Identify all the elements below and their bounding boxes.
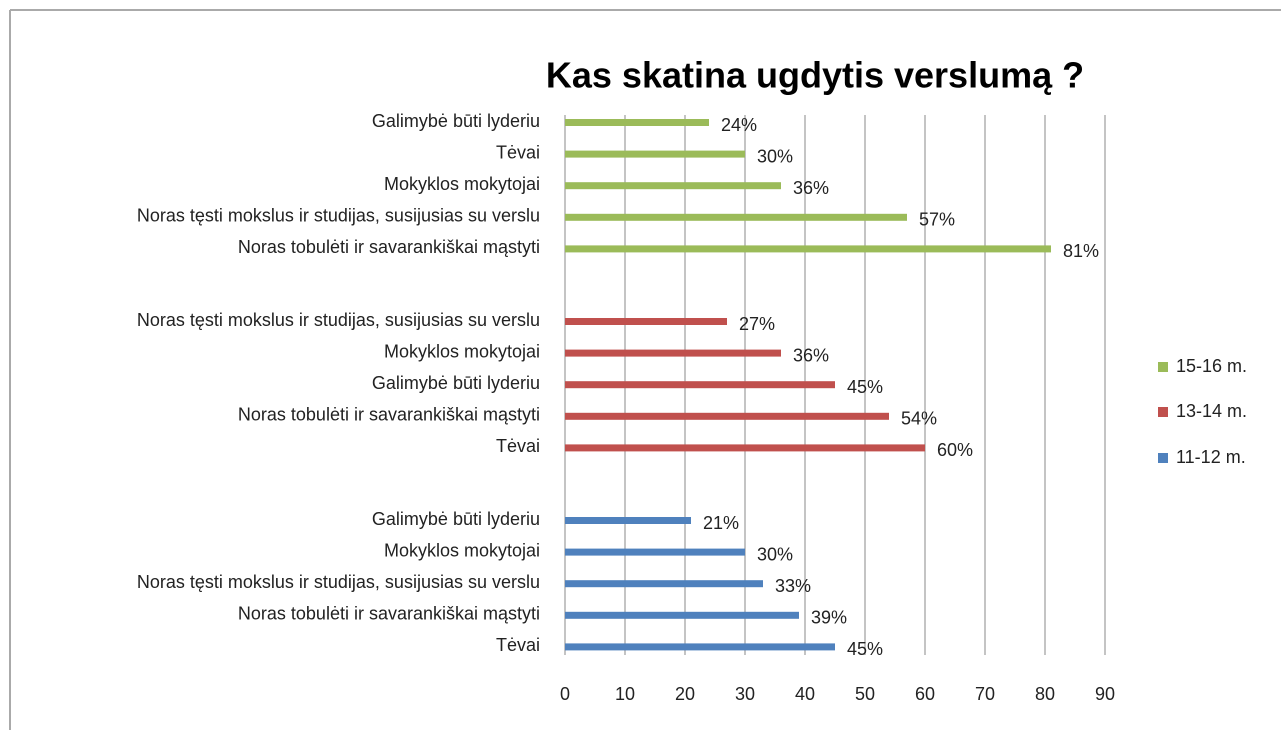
y-tick-label: Mokyklos mokytojai (384, 341, 540, 361)
data-label: 57% (919, 210, 955, 230)
data-label: 27% (739, 314, 775, 334)
data-label: 33% (775, 576, 811, 596)
data-label: 60% (937, 440, 973, 460)
data-label: 54% (901, 409, 937, 429)
x-tick-label: 10 (615, 684, 635, 704)
bar (565, 611, 799, 619)
legend-swatch (1158, 453, 1168, 463)
data-label: 30% (757, 544, 793, 564)
x-tick-label: 90 (1095, 684, 1115, 704)
data-label: 39% (811, 608, 847, 628)
bar (565, 349, 781, 357)
x-tick-label: 20 (675, 684, 695, 704)
legend-label: 11-12 m. (1176, 447, 1246, 467)
y-tick-label: Tėvai (496, 635, 540, 655)
chart-title: Kas skatina ugdytis verslumą ? (546, 55, 1084, 96)
x-tick-label: 30 (735, 684, 755, 704)
bar (565, 150, 745, 158)
y-tick-label: Tėvai (496, 436, 540, 456)
y-tick-label: Noras tęsti mokslus ir studijas, susijus… (137, 310, 540, 330)
y-tick-label: Galimybė būti lyderiu (372, 111, 540, 131)
y-tick-label: Mokyklos mokytojai (384, 174, 540, 194)
bar (565, 182, 781, 190)
bar (565, 517, 691, 524)
y-tick-label: Noras tobulėti ir savarankiškai mąstyti (238, 405, 540, 425)
legend-label: 13-14 m. (1176, 401, 1247, 421)
legend-swatch (1158, 407, 1168, 417)
bar (565, 580, 763, 588)
data-label: 81% (1063, 241, 1099, 261)
x-tick-label: 80 (1035, 684, 1055, 704)
legend-label: 15-16 m. (1176, 356, 1247, 376)
data-label: 30% (757, 146, 793, 166)
data-label: 45% (847, 639, 883, 659)
y-tick-label: Galimybė būti lyderiu (372, 509, 540, 529)
data-label: 36% (793, 178, 829, 198)
bar (565, 213, 907, 221)
y-tick-label: Tėvai (496, 142, 540, 162)
bar (565, 318, 727, 325)
y-tick-label: Noras tobulėti ir savarankiškai mąstyti (238, 604, 540, 624)
bar (565, 245, 1051, 253)
x-tick-label: 70 (975, 684, 995, 704)
bar (565, 412, 889, 420)
x-tick-label: 50 (855, 684, 875, 704)
data-label: 21% (703, 513, 739, 533)
bar (565, 643, 835, 651)
data-label: 45% (847, 377, 883, 397)
bar (565, 381, 835, 389)
y-tick-label: Noras tobulėti ir savarankiškai mąstyti (238, 237, 540, 257)
bar (565, 119, 709, 126)
x-tick-label: 0 (560, 684, 570, 704)
y-tick-label: Noras tęsti mokslus ir studijas, susijus… (137, 572, 540, 592)
legend-swatch (1158, 362, 1168, 372)
data-label: 36% (793, 345, 829, 365)
y-tick-label: Noras tęsti mokslus ir studijas, susijus… (137, 206, 540, 226)
x-tick-label: 60 (915, 684, 935, 704)
bar (565, 444, 925, 452)
bar (565, 548, 745, 556)
data-label: 24% (721, 115, 757, 135)
x-tick-label: 40 (795, 684, 815, 704)
y-tick-label: Galimybė būti lyderiu (372, 373, 540, 393)
y-tick-label: Mokyklos mokytojai (384, 540, 540, 560)
